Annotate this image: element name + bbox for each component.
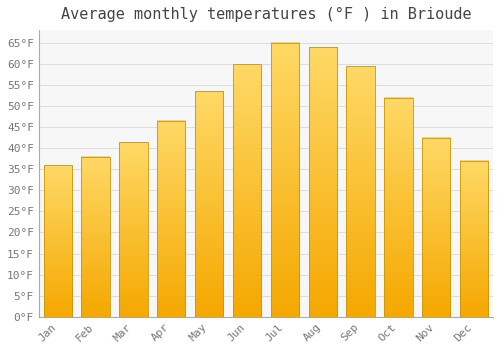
Bar xyxy=(82,156,110,317)
Title: Average monthly temperatures (°F ) in Brioude: Average monthly temperatures (°F ) in Br… xyxy=(60,7,471,22)
Bar xyxy=(233,64,261,317)
Bar xyxy=(460,161,488,317)
Bar xyxy=(157,121,186,317)
Bar xyxy=(384,98,412,317)
Bar xyxy=(195,91,224,317)
Bar xyxy=(270,43,299,317)
Bar xyxy=(119,142,148,317)
Bar xyxy=(44,165,72,317)
Bar xyxy=(422,138,450,317)
Bar xyxy=(346,66,375,317)
Bar xyxy=(308,47,337,317)
